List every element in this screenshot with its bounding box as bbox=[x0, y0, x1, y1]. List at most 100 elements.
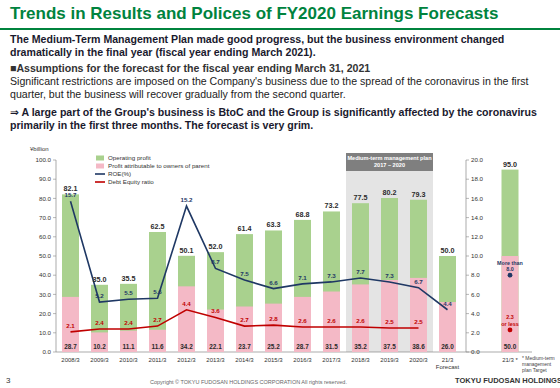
y-tick-label: 70.0 bbox=[39, 214, 52, 221]
text-line: 30.0 bbox=[39, 291, 52, 298]
bar bbox=[120, 331, 137, 352]
line bbox=[71, 310, 419, 332]
text-line: 35.2 bbox=[354, 343, 367, 350]
text-line: 10.0 bbox=[471, 252, 484, 259]
x-tick-label: 2020/3 bbox=[409, 357, 428, 363]
text-line: 2.5 bbox=[414, 318, 423, 325]
data-labels: 82.135.035.562.550.152.061.463.368.873.2… bbox=[64, 160, 523, 350]
line-label: 2.8 bbox=[269, 315, 278, 322]
legend-swatch bbox=[95, 181, 105, 183]
bar-label: 11.6 bbox=[151, 343, 164, 350]
text-line: 2020/3 bbox=[409, 357, 428, 363]
text-line: 70.0 bbox=[39, 214, 52, 221]
bar-label: 63.3 bbox=[267, 220, 281, 229]
line-label: 2.5 bbox=[385, 318, 394, 325]
text-line: More than bbox=[497, 260, 523, 266]
x-tick-label: 2018/3 bbox=[351, 357, 370, 363]
y2-tick bbox=[466, 236, 469, 237]
text-line: 2.7 bbox=[240, 316, 249, 323]
legend-swatch bbox=[96, 156, 104, 161]
bar-label: 68.8 bbox=[296, 210, 310, 219]
assumption-heading: ■Assumptions for the forecast for the fi… bbox=[10, 62, 552, 75]
legend-swatch bbox=[95, 173, 105, 175]
line-label: 2.4 bbox=[95, 319, 104, 326]
line-label: 6.6 bbox=[269, 279, 278, 286]
bar-label: 25.2 bbox=[267, 343, 280, 350]
text-line: 16.0 bbox=[471, 195, 484, 202]
bar bbox=[178, 286, 195, 352]
text-line: 26.0 bbox=[441, 343, 454, 350]
text-line: 63.3 bbox=[267, 220, 281, 229]
text-line: 4.4 bbox=[443, 300, 452, 307]
line-label: 2.7 bbox=[153, 316, 162, 323]
plan-period-header bbox=[346, 153, 433, 171]
bar bbox=[236, 234, 253, 352]
text-line: 10.0 bbox=[39, 329, 52, 336]
bar-label: 37.5 bbox=[383, 343, 396, 350]
slide: Trends in Results and Polices of FY2020 … bbox=[0, 0, 560, 388]
bar-label: 28.7 bbox=[64, 343, 77, 350]
y-tick bbox=[53, 275, 56, 276]
y2-tick bbox=[466, 275, 469, 276]
text-line: 2016/3 bbox=[293, 357, 312, 363]
text-line: 95.0 bbox=[503, 160, 517, 169]
text-line: 34.2 bbox=[180, 343, 193, 350]
text-line: 2017 – 2020 bbox=[374, 162, 405, 168]
bar-label: 50.1 bbox=[180, 246, 194, 255]
text-line: 35.5 bbox=[122, 274, 136, 283]
line-label: More than8.0 bbox=[497, 260, 523, 273]
text-line: 7.7 bbox=[356, 268, 365, 275]
text-line: 80.0 bbox=[39, 195, 52, 202]
bar-label: 23.7 bbox=[238, 343, 251, 350]
legend: Operating profitProfit attributable to o… bbox=[95, 154, 210, 185]
text-line: 21/3 bbox=[442, 357, 454, 363]
plan-period-label: Medium-term management plan2017 – 2020 bbox=[347, 155, 432, 168]
chart: Medium-term management plan2017 – 2020 0.… bbox=[0, 0, 560, 388]
x-tick-label: 2019/3 bbox=[380, 357, 399, 363]
y2-tick-label: 12.0 bbox=[471, 233, 484, 240]
bar bbox=[91, 332, 108, 352]
y-tick-label: 30.0 bbox=[39, 291, 52, 298]
text-line: 40.0 bbox=[39, 271, 52, 278]
text-line: 2.3 bbox=[506, 314, 514, 320]
text-line: 12.0 bbox=[471, 233, 484, 240]
x-tick-label: 2014/3 bbox=[235, 357, 254, 363]
text-line: 2.8 bbox=[269, 315, 278, 322]
y-tick-label: 0.0 bbox=[42, 348, 51, 355]
line-label: 2.4 bbox=[124, 319, 133, 326]
bar bbox=[381, 198, 398, 352]
bar-label: 31.5 bbox=[325, 343, 338, 350]
text-line: 2015/3 bbox=[264, 357, 283, 363]
y2-tick bbox=[466, 198, 469, 199]
text-line: 28.7 bbox=[64, 343, 77, 350]
y2-tick-label: 20.0 bbox=[471, 156, 484, 163]
bar-label: 80.2 bbox=[383, 188, 397, 197]
title-rule bbox=[0, 28, 560, 30]
text-line: 2008/3 bbox=[61, 357, 80, 363]
x-tick-label: 2017/3 bbox=[322, 357, 341, 363]
y2-tick bbox=[466, 313, 469, 314]
x-tick-label: 2008/3 bbox=[61, 357, 80, 363]
x-tick-label: 2013/3 bbox=[206, 357, 225, 363]
y-tick bbox=[53, 236, 56, 237]
text-line: 6.7 bbox=[414, 278, 423, 285]
x-tick-label: 2011/3 bbox=[149, 357, 168, 363]
y-tick-label: 80.0 bbox=[39, 195, 52, 202]
line-label: 2.6 bbox=[327, 317, 336, 324]
text-line: 50.0 bbox=[441, 246, 455, 255]
text-line: 2010/3 bbox=[119, 357, 138, 363]
y-tick bbox=[53, 256, 56, 257]
footnote: * Medium-term management plan Target bbox=[522, 355, 558, 373]
text-line: Forecast bbox=[436, 364, 460, 370]
bar-label: 95.0 bbox=[503, 160, 517, 169]
y2-tick-label: 4.0 bbox=[471, 310, 480, 317]
line-label: 5.2 bbox=[95, 292, 104, 299]
bar bbox=[502, 256, 519, 352]
bar bbox=[410, 200, 427, 352]
text-line: 2.1 bbox=[66, 322, 75, 329]
y-tick bbox=[53, 198, 56, 199]
y2-tick bbox=[466, 352, 469, 353]
text-line: 52.0 bbox=[209, 242, 223, 251]
bar-label: 34.2 bbox=[180, 343, 193, 350]
text-line: 18.0 bbox=[471, 175, 484, 182]
